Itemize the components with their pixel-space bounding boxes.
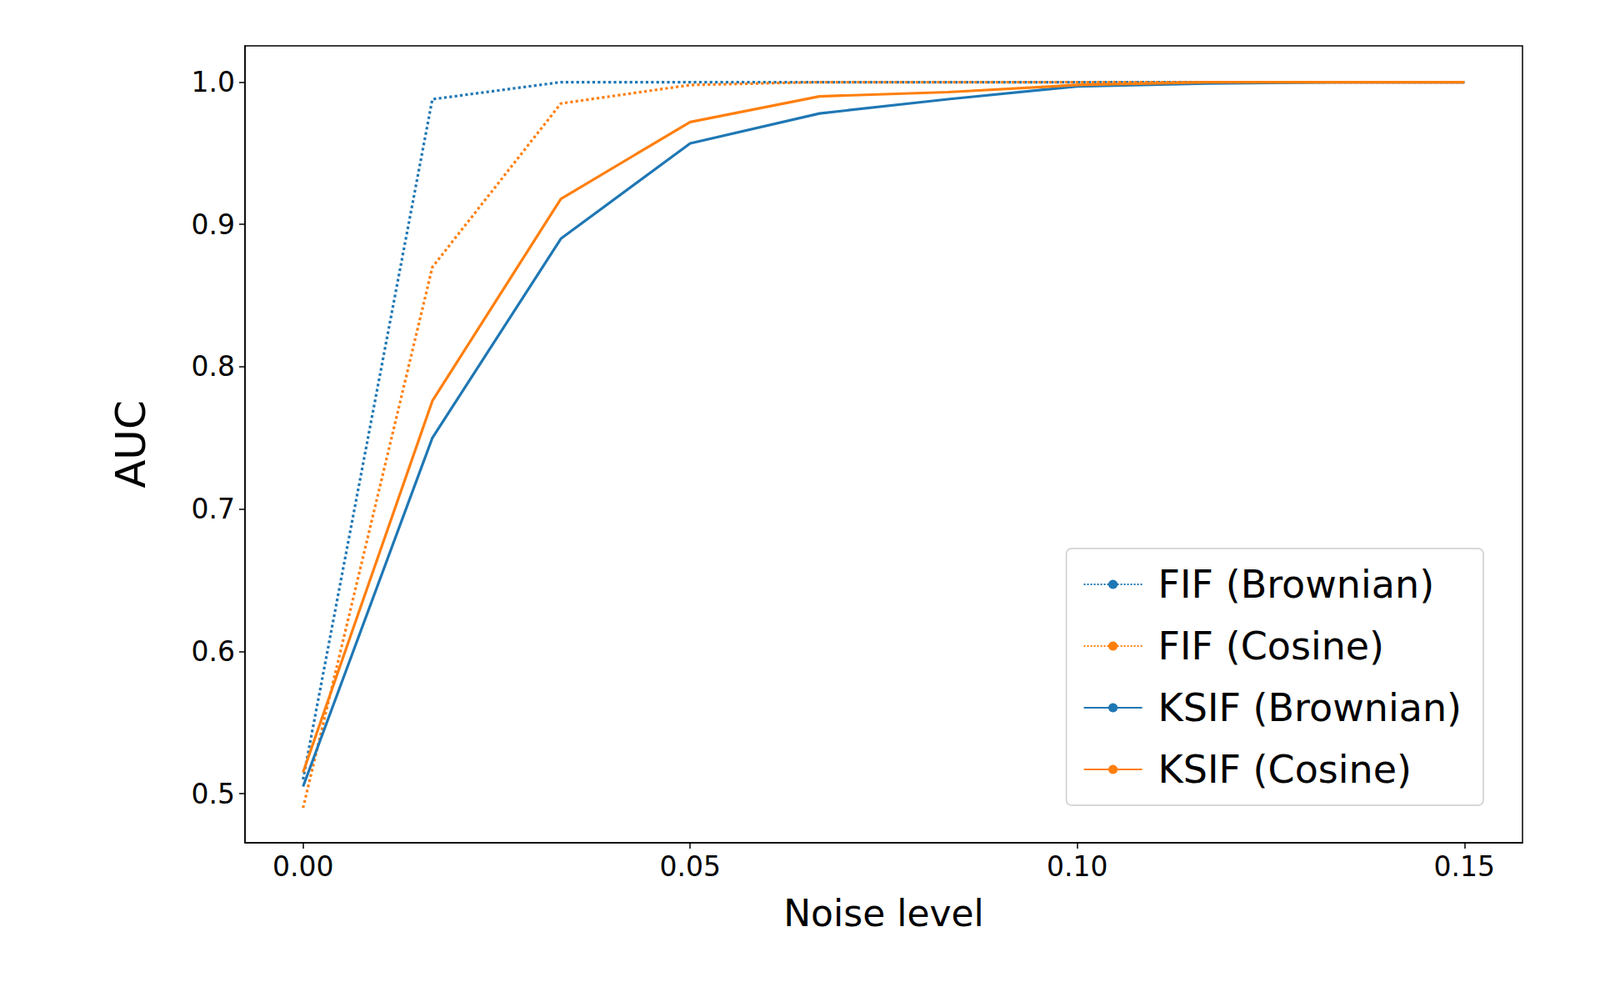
svg-text:FIF (Brownian): FIF (Brownian): [1158, 561, 1435, 607]
svg-text:0.05: 0.05: [659, 850, 720, 883]
svg-text:FIF (Cosine): FIF (Cosine): [1158, 623, 1385, 669]
svg-text:0.10: 0.10: [1046, 850, 1108, 883]
svg-text:0.6: 0.6: [191, 635, 235, 668]
svg-text:AUC: AUC: [106, 400, 155, 489]
svg-text:0.7: 0.7: [191, 492, 235, 525]
svg-text:1.0: 1.0: [191, 65, 235, 99]
svg-text:KSIF (Brownian): KSIF (Brownian): [1158, 685, 1462, 730]
svg-text:0.9: 0.9: [191, 208, 235, 241]
svg-text:0.00: 0.00: [272, 850, 334, 883]
svg-text:Noise level: Noise level: [783, 891, 985, 935]
svg-text:0.15: 0.15: [1434, 850, 1495, 883]
svg-text:KSIF (Cosine): KSIF (Cosine): [1158, 746, 1412, 792]
svg-text:0.8: 0.8: [191, 350, 235, 383]
svg-text:0.5: 0.5: [191, 777, 235, 810]
